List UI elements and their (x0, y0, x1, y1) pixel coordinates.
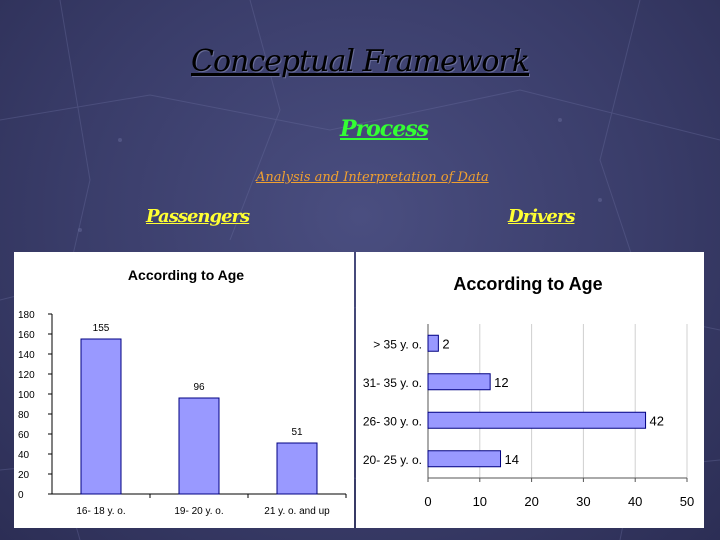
y-tick-label: 80 (18, 410, 30, 421)
x-tick-label: 20 (524, 494, 538, 509)
drivers-chart-title: According to Age (453, 274, 602, 294)
x-tick-label: 30 (576, 494, 590, 509)
y-tick-label: 0 (18, 490, 24, 501)
y-tick-label: 180 (18, 310, 35, 321)
bar (178, 397, 220, 495)
bar-data-label: 51 (291, 427, 303, 438)
x-category-label: 21 y. o. and up (264, 506, 330, 517)
bar (276, 442, 318, 495)
x-category-label: 16- 18 y. o. (76, 506, 125, 517)
bar-data-label: 155 (93, 323, 110, 334)
bar (427, 450, 502, 468)
drivers-chart: According to Age 0 10 20 30 40 50 2 > 35 y. o. 1… (356, 252, 704, 528)
y-tick-label: 120 (18, 370, 35, 381)
y-tick-label: 100 (18, 390, 35, 401)
x-tick-label: 10 (473, 494, 487, 509)
passengers-chart: According to Age 0 20 40 60 80 100 120 140 160 18… (14, 252, 354, 528)
y-tick-label: 20 (18, 470, 30, 481)
y-category-label: 31- 35 y. o. (363, 376, 422, 390)
bar-data-label: 42 (650, 413, 664, 428)
analysis-subheading: Analysis and Interpretation of Data (256, 170, 489, 185)
y-tick-label: 160 (18, 330, 35, 341)
passengers-chart-svg: According to Age 0 20 40 60 80 100 120 140 160 18… (18, 267, 347, 517)
y-tick-label: 60 (18, 430, 30, 441)
slide-title: Conceptual Framework (191, 44, 530, 79)
bar (427, 334, 439, 352)
drivers-label: Drivers (508, 206, 575, 227)
bar-data-label: 2 (442, 336, 449, 351)
bar-data-label: 12 (494, 375, 508, 390)
y-category-label: 26- 30 y. o. (363, 414, 422, 428)
passengers-chart-title: According to Age (128, 267, 244, 283)
y-category-label: 20- 25 y. o. (363, 453, 422, 467)
bar (427, 411, 647, 429)
y-category-label: > 35 y. o. (373, 337, 422, 351)
bar-data-label: 14 (505, 452, 519, 467)
x-tick-label: 50 (680, 494, 694, 509)
drivers-chart-svg: According to Age 0 10 20 30 40 50 2 > 35 y. o. 1… (363, 274, 694, 509)
y-tick-label: 40 (18, 450, 30, 461)
x-category-label: 19- 20 y. o. (174, 506, 223, 517)
x-tick-label: 0 (424, 494, 431, 509)
bar (427, 373, 491, 391)
x-tick-label: 40 (628, 494, 642, 509)
bar (80, 338, 122, 495)
passengers-label: Passengers (146, 206, 250, 227)
process-heading: Process (340, 116, 429, 142)
y-tick-label: 140 (18, 350, 35, 361)
bar-data-label: 96 (193, 382, 205, 393)
